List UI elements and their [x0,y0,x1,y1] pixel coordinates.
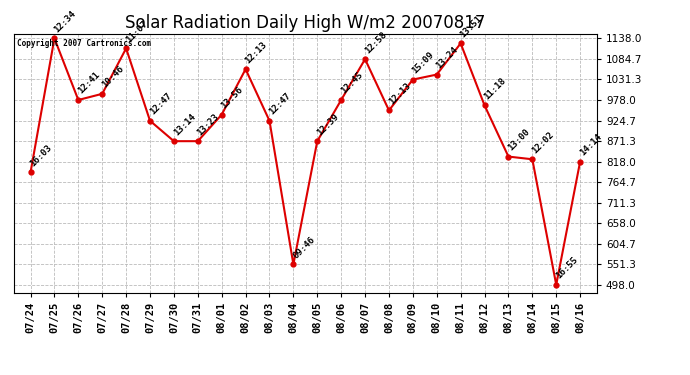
Text: 16:55: 16:55 [554,255,580,280]
Text: 13:56: 13:56 [219,85,245,111]
Text: 12:13: 12:13 [387,81,412,106]
Text: 12:47: 12:47 [148,91,173,117]
Text: 13:14: 13:14 [172,112,197,137]
Text: 12:58: 12:58 [363,30,388,55]
Text: 12:34: 12:34 [52,9,77,34]
Text: 12:41: 12:41 [76,70,101,96]
Text: 12:39: 12:39 [315,112,340,137]
Title: Solar Radiation Daily High W/m2 20070817: Solar Radiation Daily High W/m2 20070817 [125,14,486,32]
Text: 15:09: 15:09 [411,50,436,75]
Text: 11:18: 11:18 [482,76,508,101]
Text: 12:45: 12:45 [339,70,364,96]
Text: 09:46: 09:46 [291,235,317,260]
Text: 12:02: 12:02 [530,130,555,155]
Text: 12:13: 12:13 [244,40,269,65]
Text: 10:46: 10:46 [100,64,126,90]
Text: 11:07: 11:07 [124,19,149,44]
Text: 13:00: 13:00 [506,127,531,152]
Text: 16:03: 16:03 [28,143,54,168]
Text: 13:51: 13:51 [458,14,484,39]
Text: Copyright 2007 Cartronics.com: Copyright 2007 Cartronics.com [17,39,151,48]
Text: 14:14: 14:14 [578,132,603,158]
Text: 13:23: 13:23 [195,112,221,137]
Text: 12:47: 12:47 [267,91,293,117]
Text: 13:24: 13:24 [435,45,460,70]
